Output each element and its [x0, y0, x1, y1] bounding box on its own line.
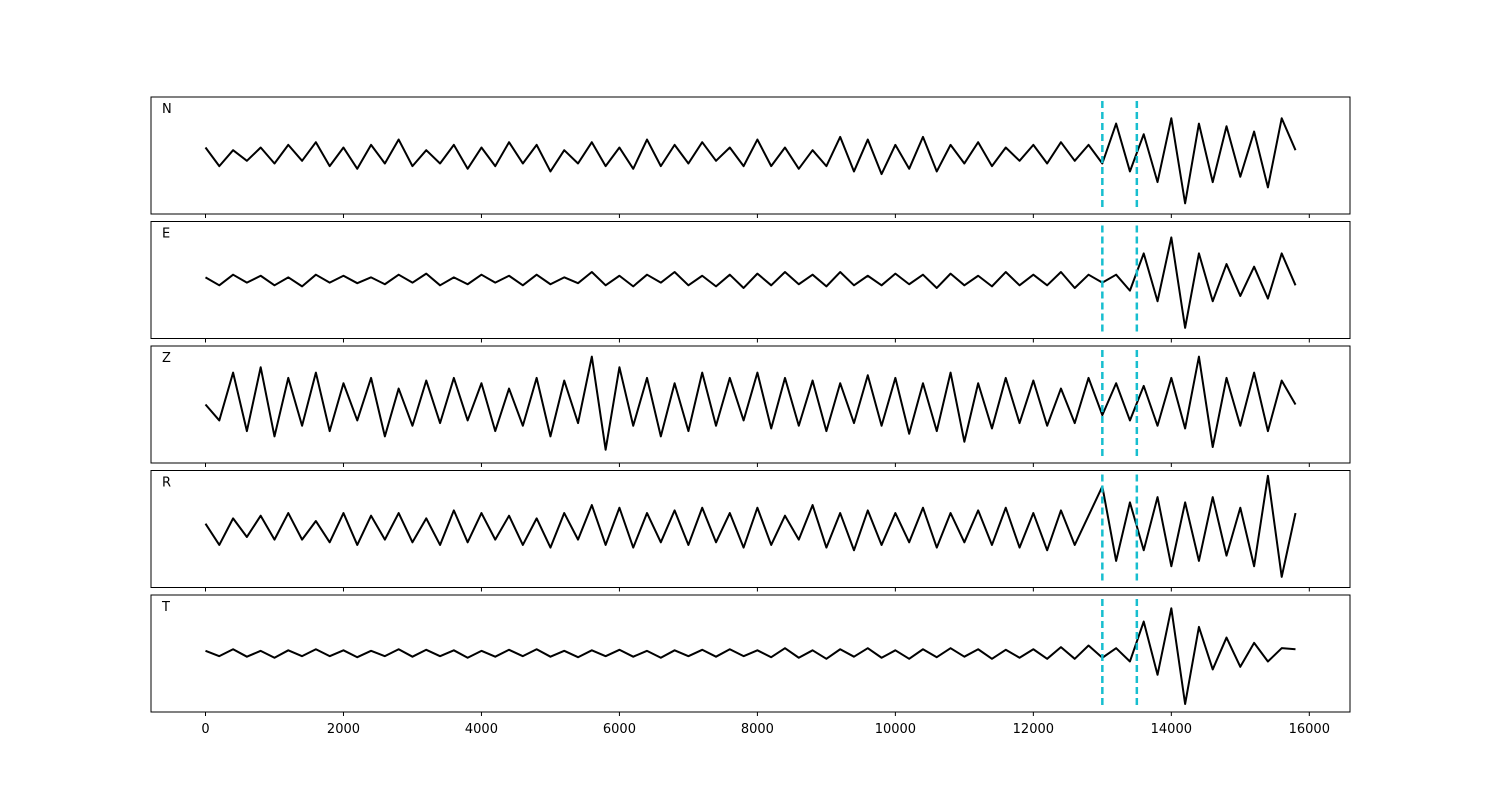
x-tick-label: 4000 [465, 722, 498, 737]
x-tick-label: 16000 [1289, 722, 1330, 737]
x-tick-label: 0 [201, 722, 209, 737]
panel-frame [150, 96, 1351, 215]
trace [204, 236, 1297, 329]
x-tick-label: 12000 [1013, 722, 1054, 737]
panel-label: R [162, 476, 171, 491]
x-tick-label: 8000 [741, 722, 774, 737]
panel-label: T [161, 600, 170, 615]
x-tick-label: 2000 [327, 722, 360, 737]
panel-label: N [162, 102, 172, 117]
panel-frame [150, 345, 1351, 464]
panel-frame [150, 594, 1351, 713]
panel-frame [150, 470, 1351, 588]
trace [204, 474, 1297, 578]
x-tick-label: 14000 [1151, 722, 1192, 737]
panel-frame [150, 221, 1351, 339]
panel-label: Z [162, 351, 171, 366]
trace [204, 355, 1297, 451]
trace [204, 117, 1297, 205]
x-tick-label: 6000 [603, 722, 636, 737]
panel-label: E [162, 227, 170, 242]
x-tick-label: 10000 [875, 722, 916, 737]
trace [205, 607, 1296, 706]
